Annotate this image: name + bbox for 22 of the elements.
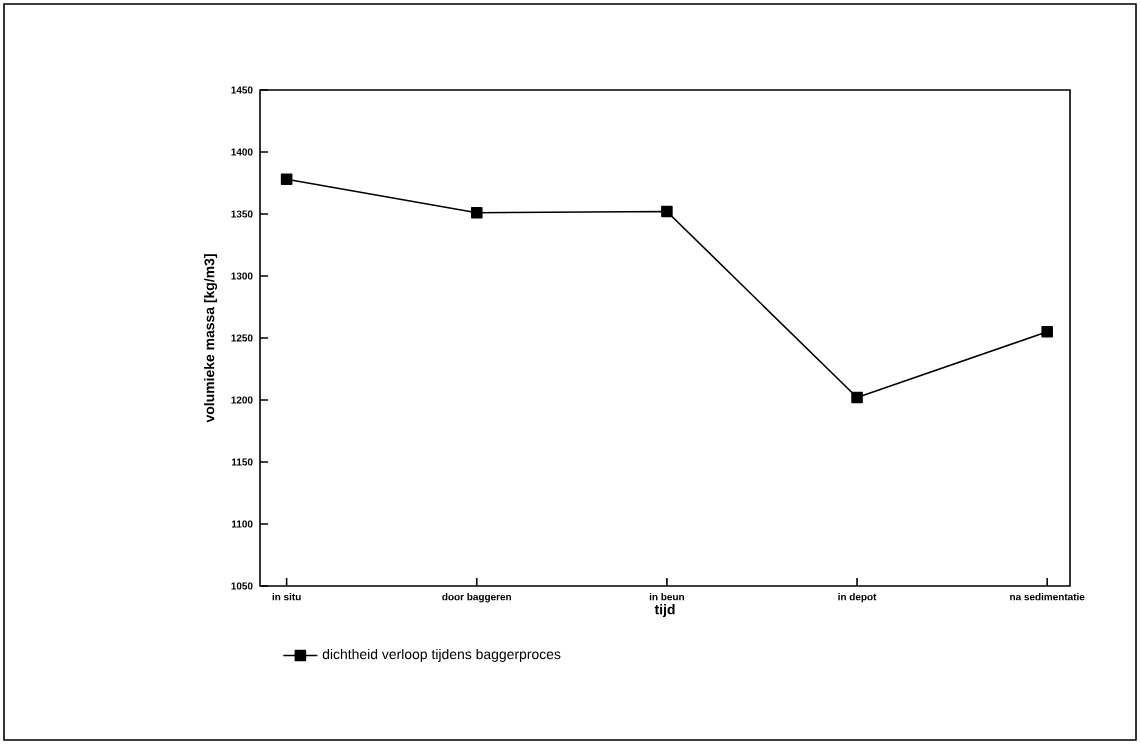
- point: [851, 391, 863, 404]
- x-tick-label: in beun: [649, 593, 684, 601]
- y-tick-label: 1350: [231, 210, 253, 218]
- x-tick-label: in situ: [272, 593, 301, 601]
- point: [470, 206, 483, 219]
- y-tick-label: 1250: [231, 334, 253, 342]
- x-tick-label: door baggeren: [442, 593, 512, 603]
- y-tick-label: 1300: [231, 272, 253, 280]
- point: [1041, 326, 1053, 338]
- x-axis-title: tijd: [654, 604, 675, 618]
- y-axis-title: volumieke massa [kg/m3]: [204, 254, 218, 423]
- point: [661, 205, 673, 218]
- y-tick-label: 1450: [231, 86, 253, 94]
- y-tick-label: 1050: [231, 582, 253, 590]
- legend-label: dichtheid verloop tijdens baggerproces: [322, 648, 561, 662]
- y-tick-label: 1150: [231, 458, 253, 466]
- y-tick-label: 1400: [231, 148, 253, 156]
- x-tick-label: in depot: [838, 593, 877, 603]
- y-tick-label: 1100: [231, 520, 253, 528]
- y-tick-label: 1200: [231, 396, 253, 404]
- point: [280, 173, 293, 186]
- x-tick-label: na sedimentatie: [1010, 593, 1085, 601]
